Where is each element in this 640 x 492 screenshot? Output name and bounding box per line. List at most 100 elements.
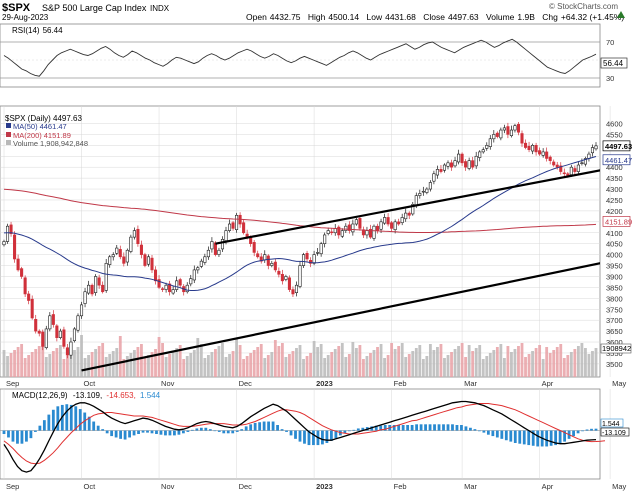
- macd-hist-bar: [173, 430, 176, 436]
- macd-hist-bar: [128, 430, 131, 438]
- volume-bar: [171, 351, 175, 377]
- macd-hist-bar: [78, 409, 82, 431]
- candle-body: [467, 160, 471, 169]
- candle-body: [185, 284, 189, 293]
- candle-body: [432, 173, 436, 182]
- macd-hist-bar: [446, 424, 450, 431]
- macd-hist-bar: [513, 430, 517, 443]
- macd-hist-bar: [460, 425, 463, 431]
- volume-bar: [256, 347, 260, 377]
- candle-body: [104, 263, 108, 291]
- macd-hist-bar: [25, 430, 28, 442]
- macd-hist-bar: [491, 430, 495, 437]
- candle-body: [2, 241, 6, 246]
- volume-bar: [238, 345, 242, 377]
- candle-body: [153, 269, 158, 282]
- volume-bar: [185, 356, 189, 377]
- date: 29-Aug-2023: [2, 13, 49, 22]
- candle-body: [111, 254, 115, 258]
- macd-hist-bar: [545, 430, 549, 447]
- candle-body: [428, 182, 432, 190]
- volume-bar: [37, 346, 41, 377]
- macd-hist-bar: [150, 430, 154, 434]
- macd-hist-bar: [590, 428, 593, 431]
- candle-body: [323, 234, 327, 244]
- macd-hist-bar: [433, 424, 436, 431]
- volume-bar: [354, 348, 358, 377]
- volume-bar: [386, 355, 390, 377]
- candle-body: [27, 293, 31, 301]
- volume-bar: [474, 348, 478, 377]
- volume-bar: [94, 349, 98, 377]
- candle-body: [189, 278, 193, 285]
- volume-legend-swatch: [6, 140, 11, 145]
- price-tick-label: 3750: [606, 305, 623, 314]
- candle-body: [178, 279, 182, 286]
- candle-body: [365, 230, 369, 236]
- candle-body: [390, 222, 394, 229]
- volume-bar: [499, 344, 503, 377]
- candle-body: [485, 145, 489, 149]
- candle-body: [235, 214, 239, 230]
- volume-bar: [30, 352, 34, 377]
- candle-body: [101, 284, 105, 293]
- macd-hist-bar: [473, 429, 477, 431]
- volume-bar: [97, 346, 101, 377]
- candle-body: [30, 298, 34, 319]
- index-name: S&P 500 Large Cap Index: [42, 3, 147, 13]
- candle-body: [316, 252, 320, 254]
- volume-bar: [6, 356, 9, 377]
- macd-hist-bar: [280, 429, 284, 431]
- price-tick-label: 4350: [606, 174, 623, 183]
- volume-bar: [199, 344, 203, 377]
- macd-hist-bar: [500, 430, 504, 439]
- legend: $SPX (Daily) 4497.63 MA(50) 4461.47 MA(20…: [5, 114, 88, 148]
- volume-bar: [273, 340, 277, 377]
- volume-bar: [344, 357, 348, 377]
- volume-bar: [76, 347, 80, 377]
- candle-body: [347, 224, 351, 231]
- macd-hist-bar: [289, 430, 293, 436]
- ma200-legend-swatch: [6, 132, 11, 137]
- candle-body: [590, 147, 595, 154]
- volume-bar: [129, 353, 133, 377]
- candle-body: [132, 230, 136, 238]
- candle-body: [397, 221, 401, 225]
- volume-bar: [362, 359, 365, 377]
- macd-hist-bar: [69, 404, 73, 431]
- volume-bar: [467, 345, 471, 377]
- volume-bar: [154, 349, 157, 377]
- candle-body: [87, 284, 91, 294]
- candle-body: [224, 230, 228, 241]
- macd-hist-bar: [285, 430, 288, 432]
- macd-hist-bar: [298, 430, 302, 442]
- candle-body: [108, 256, 112, 265]
- rsi-label: RSI(14) 56.44: [12, 26, 63, 35]
- candle-body: [358, 218, 362, 229]
- price-panel: 4600455045004450440043504300425042004150…: [0, 105, 632, 378]
- volume-bar: [421, 359, 425, 377]
- volume-bar: [192, 350, 196, 377]
- rsi-value: 56.44: [603, 59, 624, 68]
- macd-hist-bar: [383, 425, 387, 431]
- volume-bar: [140, 344, 143, 377]
- volume-bar: [495, 347, 499, 377]
- candle-body: [192, 269, 196, 281]
- macd-hist-bar: [33, 430, 37, 432]
- volume-bar: [436, 347, 439, 377]
- macd-hist-bar: [92, 421, 96, 431]
- candle-body: [34, 319, 38, 332]
- rsi-value-tag: 56.44: [600, 57, 628, 69]
- volume-bar: [58, 345, 62, 377]
- macd-hist-bar: [321, 430, 324, 445]
- candle-body: [534, 145, 538, 153]
- candle-body: [481, 149, 485, 153]
- macd-hist-bar: [181, 430, 185, 434]
- candle-body: [298, 265, 302, 287]
- candle-body: [439, 169, 443, 172]
- candle-body: [502, 127, 506, 131]
- volume-bar: [259, 344, 263, 377]
- volume-bar: [41, 334, 45, 377]
- candle-body: [5, 225, 10, 242]
